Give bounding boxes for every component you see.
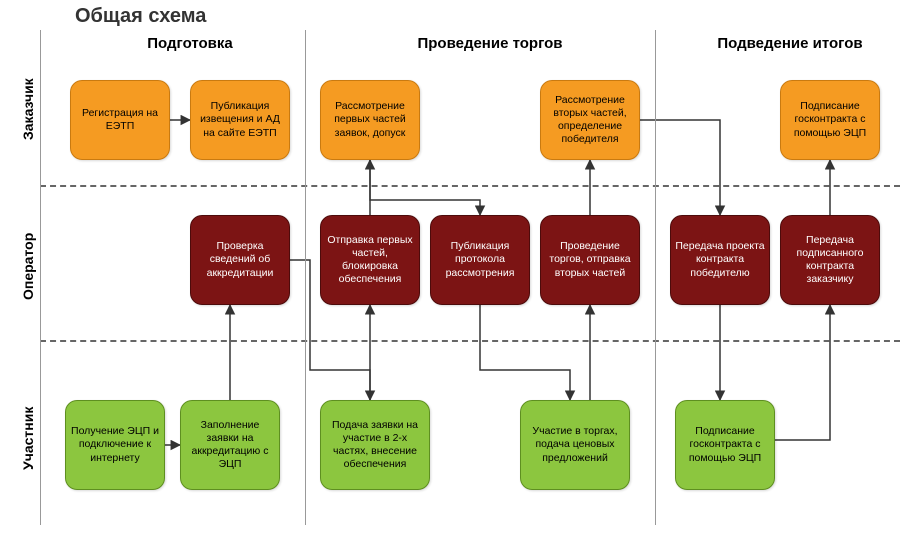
swimlane-divider xyxy=(40,185,900,187)
column-divider xyxy=(40,30,41,525)
swimlane-divider xyxy=(40,340,900,342)
node-p1: Получение ЭЦП и подключение к интернету xyxy=(65,400,165,490)
edge-p5-o6 xyxy=(775,305,830,440)
main-title: Общая схема xyxy=(75,5,206,28)
node-o4: Проведение торгов, отправка вторых часте… xyxy=(540,215,640,305)
node-c4: Рассмотрение вторых частей, определение … xyxy=(540,80,640,160)
column-header-col1: Подготовка xyxy=(110,35,270,52)
column-header-col2: Проведение торгов xyxy=(380,35,600,52)
node-p4: Участие в торгах, подача ценовых предлож… xyxy=(520,400,630,490)
node-c2: Публикация извещения и АД на сайте ЕЭТП xyxy=(190,80,290,160)
node-c1: Регистрация на ЕЭТП xyxy=(70,80,170,160)
edge-c3-o3 xyxy=(370,160,480,215)
column-header-col3: Подведение итогов xyxy=(680,35,900,52)
node-c3: Рассмотрение первых частей заявок, допус… xyxy=(320,80,420,160)
row-label-row2: Оператор xyxy=(20,233,36,300)
node-o6: Передача подписанного контракта заказчик… xyxy=(780,215,880,305)
row-label-row3: Участник xyxy=(20,407,36,470)
node-o3: Публикация протокола рассмотрения xyxy=(430,215,530,305)
node-p2: Заполнение заявки на аккредитацию с ЭЦП xyxy=(180,400,280,490)
diagram-canvas: Общая схема Подготовка Проведение торгов П… xyxy=(0,0,907,533)
column-divider xyxy=(305,30,306,525)
node-o5: Передача проекта контракта победителю xyxy=(670,215,770,305)
edge-o3-p4 xyxy=(480,305,570,400)
node-o1: Проверка сведений об аккредитации xyxy=(190,215,290,305)
node-p5: Подписание госконтракта с помощью ЭЦП xyxy=(675,400,775,490)
edge-c4-o5 xyxy=(640,120,720,215)
column-divider xyxy=(655,30,656,525)
row-label-row1: Заказчик xyxy=(20,78,36,140)
node-o2: Отправка первых частей, блокировка обесп… xyxy=(320,215,420,305)
node-c5: Подписание госконтракта с помощью ЭЦП xyxy=(780,80,880,160)
node-p3: Подача заявки на участие в 2-х частях, в… xyxy=(320,400,430,490)
